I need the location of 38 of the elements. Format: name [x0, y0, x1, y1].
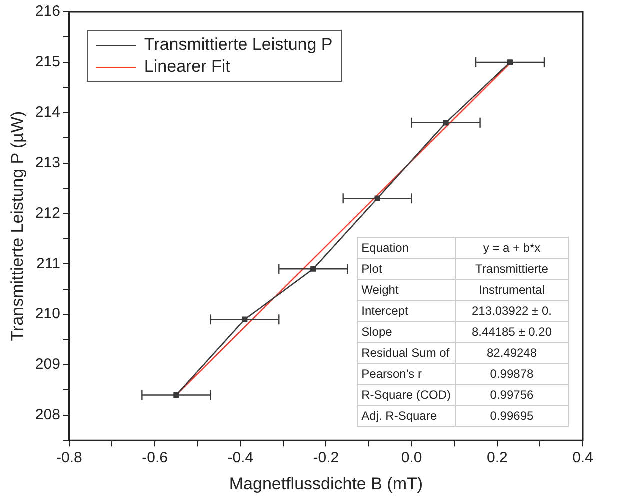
annotation: 0.99878: [456, 363, 568, 384]
x-tick-label: -0.4: [228, 450, 254, 467]
y-tick-label: 215: [35, 54, 60, 71]
annotation: Intercept: [357, 300, 456, 322]
annotation: Residual Sum of: [357, 342, 456, 364]
x-tick-label: 0.0: [401, 450, 422, 467]
legend-label: Transmittierte Leistung P: [144, 34, 333, 56]
y-tick-label: 208: [35, 406, 60, 424]
y-tick-label: 212: [35, 204, 60, 222]
annotation: 8.44185 ± 0.20: [456, 321, 568, 342]
annotation: Weight: [357, 279, 456, 300]
annotation: Adj. R-Square: [357, 405, 456, 426]
x-tick-label: -0.8: [56, 450, 82, 467]
y-tick-label: 210: [35, 306, 60, 323]
x-tick-label: -0.2: [313, 450, 340, 467]
x-tick-label: 0.2: [486, 450, 508, 467]
annotation: 213.03922 ± 0.: [456, 300, 568, 322]
annotation: R-Square (COD): [357, 384, 456, 406]
annotation: Instrumental: [456, 279, 568, 300]
annotation: y = a + b*x: [456, 237, 568, 258]
annotation: 0.99756: [456, 384, 568, 406]
annotation: Slope: [357, 321, 456, 342]
y-tick-label: 213: [35, 154, 60, 172]
annotation: Pearson's r: [357, 363, 456, 384]
annotation: Equation: [357, 237, 456, 258]
annotation: 0.99695: [456, 405, 568, 426]
annotation: Plot: [357, 258, 456, 280]
legend-label: Linearer Fit: [144, 56, 230, 78]
x-axis-title: Magnetflussdichte B (mT): [229, 474, 424, 494]
annotation: Transmittierte: [456, 258, 568, 280]
y-tick-label: 211: [36, 255, 60, 272]
x-tick-label: 0.4: [572, 450, 594, 467]
y-axis-title: Transmittierte Leistung P (µW): [8, 111, 27, 342]
y-tick-label: 209: [35, 356, 60, 374]
y-tick-label: 214: [35, 104, 60, 121]
annotation: 82.49248: [456, 342, 568, 364]
x-tick-label: -0.6: [142, 450, 168, 467]
y-tick-label: 216: [35, 3, 60, 20]
